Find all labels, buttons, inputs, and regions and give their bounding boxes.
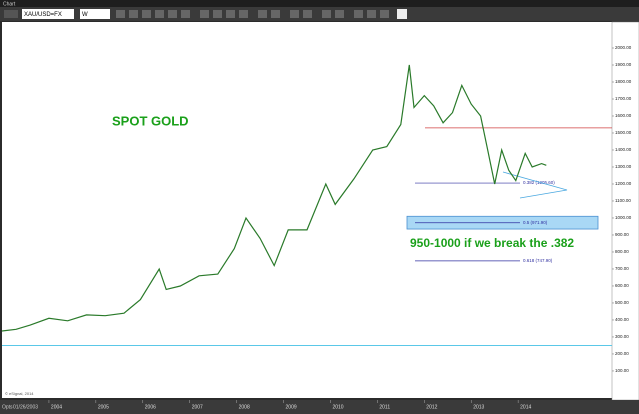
y-tick-label: 1300.00 — [615, 164, 632, 169]
plot-area — [2, 22, 612, 398]
tool-button[interactable] — [4, 10, 18, 18]
icon[interactable] — [322, 10, 331, 18]
icon[interactable] — [271, 10, 280, 18]
x-tick-label: 2013 — [473, 404, 484, 410]
fib-label: 0.5 (971.90) — [523, 220, 548, 225]
icon[interactable] — [181, 10, 190, 18]
y-tick-label: 1700.00 — [615, 96, 632, 101]
x-tick-label: 2009 — [286, 404, 297, 410]
y-tick-label: 1500.00 — [615, 130, 632, 135]
icon[interactable] — [116, 10, 125, 18]
toolbar-icons — [116, 9, 407, 19]
interval-box[interactable] — [80, 9, 110, 19]
x-tick-label: 2014 — [520, 404, 531, 410]
chart: 100.00 200.00 300.00 400.00 500.00 600.00 700.… — [1, 45, 632, 410]
icon[interactable] — [239, 10, 248, 18]
options[interactable]: Opts — [2, 404, 13, 410]
y-tick-label: 1400.00 — [615, 147, 632, 152]
y-tick-label: 800.00 — [615, 249, 629, 254]
triangle — [502, 171, 568, 199]
y-tick-label: 200.00 — [615, 351, 629, 356]
icon[interactable] — [142, 10, 151, 18]
fib-label: 0.382 (1205.60) — [523, 180, 555, 185]
icon[interactable] — [380, 10, 389, 18]
icon[interactable] — [129, 10, 138, 18]
y-tick-label: 2000.00 — [615, 45, 632, 50]
x-tick-label: 2012 — [426, 404, 437, 410]
x-tick-label: 2005 — [98, 404, 109, 410]
icon[interactable] — [303, 10, 312, 18]
x-tick-label: 2011 — [379, 404, 390, 410]
symbol-box[interactable] — [22, 9, 74, 19]
x-tick-label: 2006 — [145, 404, 156, 410]
price-axis — [611, 21, 639, 401]
x-tick-label: 2008 — [239, 404, 250, 410]
start-date: 01/26/2003 — [13, 404, 38, 410]
icon[interactable] — [258, 10, 267, 18]
credit: © eSignal, 2014 — [5, 391, 34, 396]
x-tick-label: 2007 — [192, 404, 203, 410]
annotation: 950-1000 if we break the .382 — [410, 236, 574, 250]
y-tick-label: 300.00 — [615, 334, 629, 339]
time-axis — [0, 400, 639, 414]
y-tick-label: 1000.00 — [615, 215, 632, 220]
x-tick-label: 2010 — [332, 404, 343, 410]
icon[interactable] — [397, 9, 407, 19]
icon[interactable] — [226, 10, 235, 18]
y-tick-label: 700.00 — [615, 266, 629, 271]
icon[interactable] — [168, 10, 177, 18]
titlebar — [0, 0, 639, 7]
y-tick-label: 1600.00 — [615, 113, 632, 118]
tab-title: Chart — [3, 1, 16, 7]
icon[interactable] — [290, 10, 299, 18]
icon[interactable] — [213, 10, 222, 18]
y-tick-label: 400.00 — [615, 317, 629, 322]
x-tick-label: 2004 — [51, 404, 62, 410]
icon[interactable] — [200, 10, 209, 18]
icon[interactable] — [367, 10, 376, 18]
y-tick-label: 900.00 — [615, 232, 629, 237]
y-tick-label: 100.00 — [615, 368, 629, 373]
y-tick-label: 500.00 — [615, 300, 629, 305]
icon[interactable] — [335, 10, 344, 18]
y-tick-label: 600.00 — [615, 283, 629, 288]
y-tick-label: 1200.00 — [615, 181, 632, 186]
icon[interactable] — [155, 10, 164, 18]
fib-label: 0.618 (747.90) — [523, 258, 553, 263]
price-line — [1, 64, 547, 332]
symbol: XAU/USD=FX — [24, 12, 62, 18]
interval: W — [82, 12, 88, 18]
chart-title: SPOT GOLD — [112, 113, 189, 128]
y-tick-label: 1800.00 — [615, 79, 632, 84]
icon[interactable] — [354, 10, 363, 18]
y-tick-label: 1100.00 — [615, 198, 631, 203]
y-tick-label: 1900.00 — [615, 62, 632, 67]
